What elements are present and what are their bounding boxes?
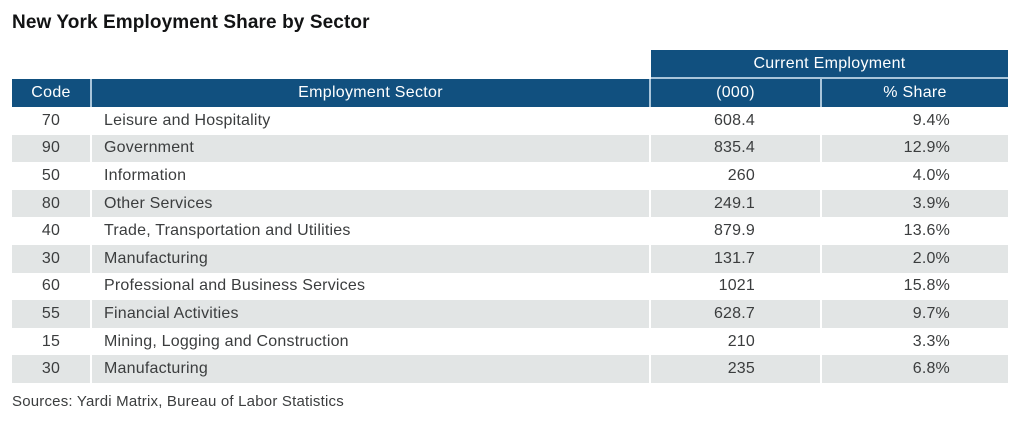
cell-thousands: 1021 bbox=[718, 277, 755, 295]
group-header-spacer bbox=[12, 50, 651, 79]
cell-thousands: 608.4 bbox=[713, 111, 755, 129]
column-header-row: Code Employment Sector (000) % Share bbox=[12, 79, 1008, 107]
cell-code: 30 bbox=[12, 244, 90, 273]
table-row: 90 Government 835.4 12.9% bbox=[12, 134, 1008, 163]
table-row: 55 Financial Activities 628.7 9.7% bbox=[12, 300, 1008, 328]
table-row: 30 Manufacturing 235 6.8% bbox=[12, 355, 1008, 383]
cell-thousands: 835.4 bbox=[651, 134, 820, 163]
column-group-header-current-employment: Current Employment bbox=[651, 50, 1008, 79]
cell-sector: Trade, Transportation and Utilities bbox=[104, 222, 351, 240]
column-divider bbox=[820, 79, 822, 107]
table-row: 15 Mining, Logging and Construction 210 … bbox=[12, 328, 1008, 356]
page-title: New York Employment Share by Sector bbox=[12, 12, 370, 33]
cell-thousands: 210 bbox=[727, 332, 755, 350]
cell-sector: Manufacturing bbox=[92, 355, 649, 383]
table-row: 60 Professional and Business Services 10… bbox=[12, 273, 1008, 301]
table-row: 40 Trade, Transportation and Utilities 8… bbox=[12, 217, 1008, 245]
cell-sector: Leisure and Hospitality bbox=[104, 111, 271, 129]
cell-share: 12.9% bbox=[822, 134, 1008, 163]
cell-share: 6.8% bbox=[822, 355, 1008, 383]
cell-sector: Mining, Logging and Construction bbox=[104, 332, 349, 350]
group-header-row: Current Employment bbox=[12, 50, 1008, 79]
cell-code: 60 bbox=[41, 277, 61, 295]
cell-share: 13.6% bbox=[903, 222, 950, 240]
cell-thousands: 249.1 bbox=[651, 189, 820, 218]
cell-thousands: 879.9 bbox=[713, 222, 755, 240]
cell-share: 2.0% bbox=[822, 244, 1008, 273]
column-header-thousands: (000) bbox=[651, 79, 820, 107]
cell-sector: Other Services bbox=[92, 189, 649, 218]
cell-code: 40 bbox=[41, 222, 61, 240]
source-note: Sources: Yardi Matrix, Bureau of Labor S… bbox=[12, 392, 344, 410]
cell-share: 3.9% bbox=[822, 189, 1008, 218]
column-header-sector: Employment Sector bbox=[92, 79, 649, 107]
column-header-share: % Share bbox=[822, 79, 1008, 107]
table-row: 70 Leisure and Hospitality 608.4 9.4% bbox=[12, 107, 1008, 135]
cell-thousands: 260 bbox=[727, 166, 755, 184]
cell-code: 80 bbox=[12, 189, 90, 218]
cell-sector: Information bbox=[104, 166, 187, 184]
cell-code: 15 bbox=[41, 332, 61, 350]
employment-table: Current Employment Code Employment Secto… bbox=[12, 50, 1008, 383]
cell-thousands: 131.7 bbox=[651, 244, 820, 273]
table-body: 70 Leisure and Hospitality 608.4 9.4% 90… bbox=[12, 107, 1008, 383]
cell-code: 50 bbox=[41, 166, 61, 184]
cell-share: 3.3% bbox=[912, 332, 950, 350]
cell-sector: Financial Activities bbox=[92, 300, 649, 328]
table-row: 30 Manufacturing 131.7 2.0% bbox=[12, 244, 1008, 273]
cell-sector: Government bbox=[92, 134, 649, 163]
cell-thousands: 628.7 bbox=[651, 300, 820, 328]
cell-share: 9.4% bbox=[912, 111, 950, 129]
cell-code: 70 bbox=[41, 111, 61, 129]
cell-code: 55 bbox=[12, 300, 90, 328]
cell-code: 90 bbox=[12, 134, 90, 163]
page: New York Employment Share by Sector Curr… bbox=[0, 12, 1024, 438]
column-header-code: Code bbox=[12, 79, 90, 107]
table-row: 80 Other Services 249.1 3.9% bbox=[12, 189, 1008, 218]
cell-sector: Professional and Business Services bbox=[104, 277, 366, 295]
column-divider bbox=[90, 79, 92, 107]
cell-share: 4.0% bbox=[912, 166, 950, 184]
cell-share: 15.8% bbox=[903, 277, 950, 295]
cell-code: 30 bbox=[12, 355, 90, 383]
cell-sector: Manufacturing bbox=[92, 244, 649, 273]
column-divider bbox=[649, 79, 651, 107]
cell-thousands: 235 bbox=[651, 355, 820, 383]
table-row: 50 Information 260 4.0% bbox=[12, 162, 1008, 190]
cell-share: 9.7% bbox=[822, 300, 1008, 328]
